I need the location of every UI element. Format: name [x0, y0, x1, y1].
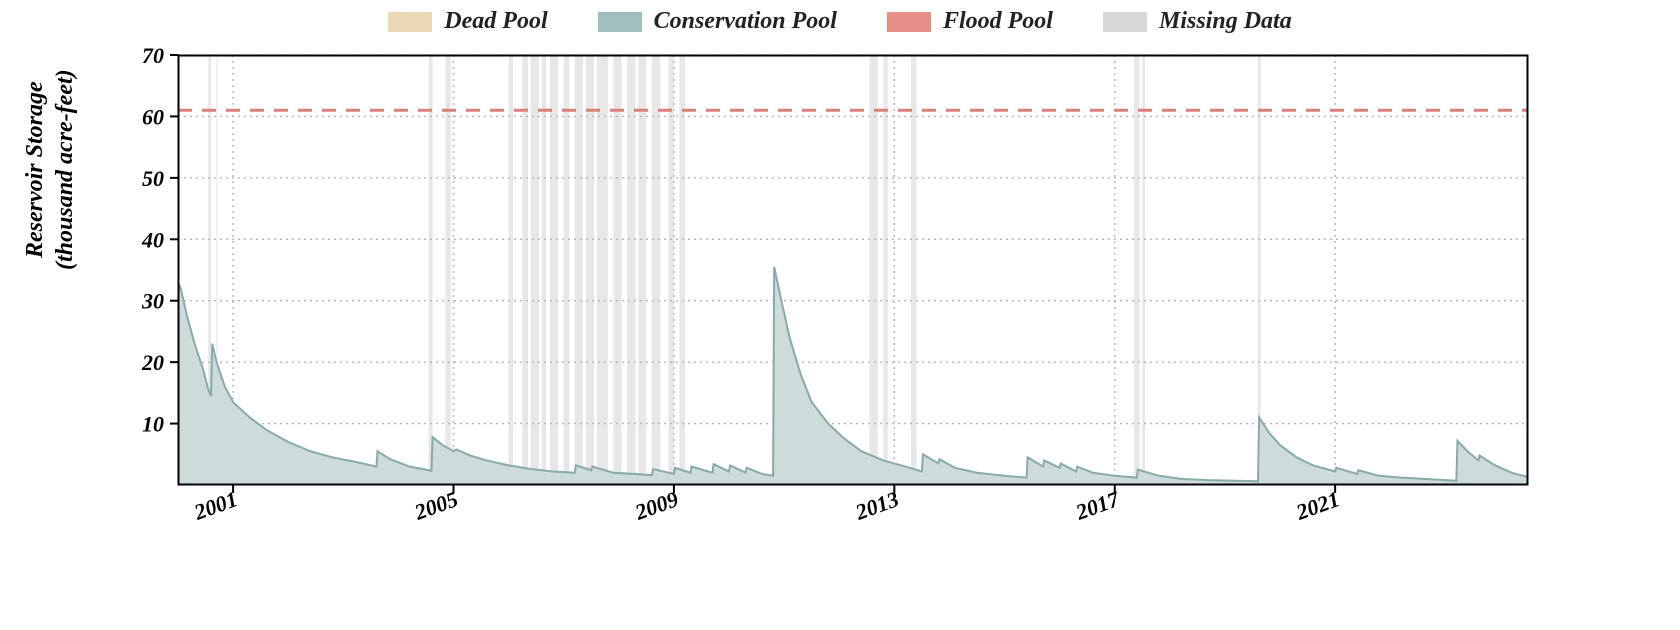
chart-container: Dead Pool Conservation Pool Flood Pool M…: [0, 0, 1680, 630]
chart-plot: 10203040506070200120052009201320172021: [178, 55, 1528, 485]
svg-text:70: 70: [142, 43, 164, 68]
legend-item-dead-pool: Dead Pool: [388, 8, 547, 35]
svg-text:2013: 2013: [851, 486, 902, 525]
svg-text:40: 40: [141, 227, 164, 252]
legend-swatch: [1103, 12, 1147, 32]
chart-svg: 10203040506070200120052009201320172021: [178, 55, 1528, 565]
svg-text:50: 50: [142, 166, 164, 191]
svg-text:2017: 2017: [1072, 486, 1124, 525]
legend: Dead Pool Conservation Pool Flood Pool M…: [0, 8, 1680, 35]
svg-text:30: 30: [141, 289, 164, 314]
legend-label: Dead Pool: [444, 8, 547, 35]
legend-swatch: [388, 12, 432, 32]
svg-text:2001: 2001: [190, 486, 241, 525]
legend-item-missing-data: Missing Data: [1103, 8, 1292, 35]
svg-text:2021: 2021: [1292, 486, 1343, 525]
svg-text:2005: 2005: [410, 486, 461, 525]
svg-text:2009: 2009: [631, 486, 682, 525]
legend-label: Conservation Pool: [654, 8, 837, 35]
svg-text:10: 10: [142, 412, 164, 437]
legend-item-flood-pool: Flood Pool: [887, 8, 1053, 35]
legend-item-conservation-pool: Conservation Pool: [598, 8, 837, 35]
legend-swatch: [887, 12, 931, 32]
y-axis-label: Reservoir Storage (thousand acre-feet): [20, 69, 80, 270]
svg-text:60: 60: [142, 104, 164, 129]
legend-label: Missing Data: [1159, 8, 1292, 35]
svg-text:20: 20: [141, 350, 164, 375]
legend-label: Flood Pool: [943, 8, 1053, 35]
legend-swatch: [598, 12, 642, 32]
